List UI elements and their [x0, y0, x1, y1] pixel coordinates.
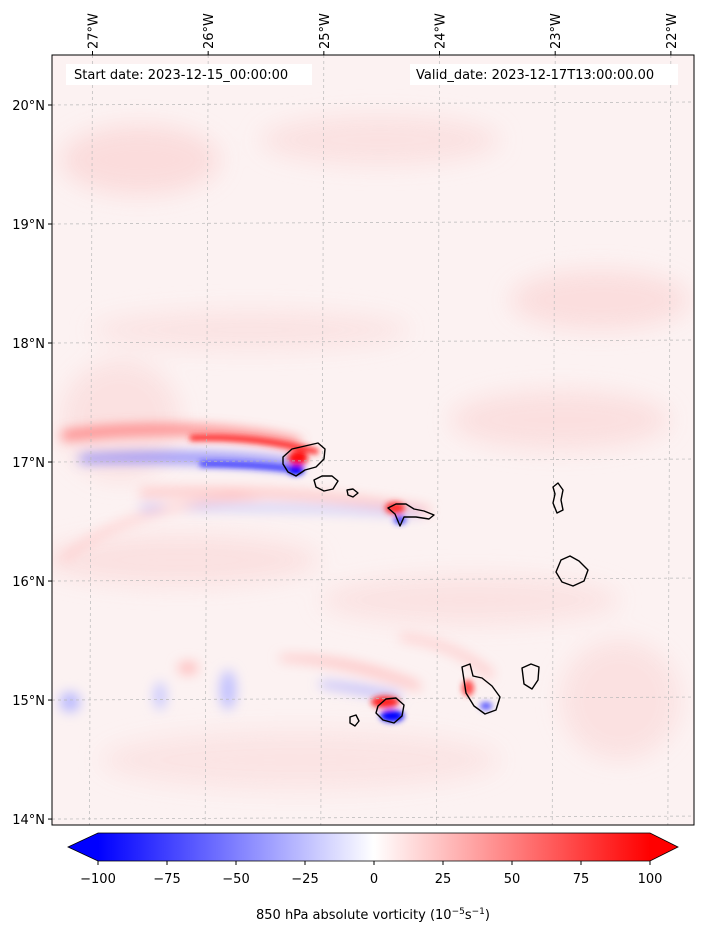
colorbar-tick-label: −75: [153, 872, 180, 887]
latitude-label: 14°N: [12, 813, 45, 828]
colorbar-tick-label: 0: [370, 872, 378, 887]
valid-date-text: Valid_date: 2023-12-17T13:00:00.00: [416, 68, 654, 83]
longitude-label: 25°W: [318, 13, 333, 49]
latitude-label: 15°N: [12, 694, 45, 709]
colorbar-tick-label: 25: [435, 872, 452, 887]
longitude-label: 26°W: [202, 13, 217, 49]
colorbar-tick-label: −50: [222, 872, 249, 887]
map-panel: Start date: 2023-12-15_00:00:00 Valid_da…: [40, 51, 694, 825]
colorbar-label: 850 hPa absolute vorticity (10−5s−1): [256, 907, 490, 923]
colorbar-extend-min: [68, 833, 98, 861]
latitude-label: 16°N: [12, 575, 45, 590]
longitude-label: 22°W: [665, 13, 680, 49]
colorbar-tick-label: −100: [80, 872, 116, 887]
longitude-label: 24°W: [434, 13, 449, 49]
latitude-label: 17°N: [12, 456, 45, 471]
latitude-label: 19°N: [12, 218, 45, 233]
start-date-text: Start date: 2023-12-15_00:00:00: [74, 68, 288, 83]
latitude-label: 18°N: [12, 337, 45, 352]
colorbar-extend-max: [650, 833, 678, 861]
colorbar: −100 −75 −50 −25 0 25 50 75 100 850 hPa absolute…: [68, 833, 678, 923]
colorbar-tick-label: 75: [573, 872, 590, 887]
colorbar-tick-label: 100: [638, 872, 663, 887]
colorbar-gradient: [98, 833, 650, 861]
latitude-labels: 20°N 19°N 18°N 17°N 16°N 15°N 14°N: [12, 99, 45, 828]
colorbar-ticks: −100 −75 −50 −25 0 25 50 75 100: [80, 861, 662, 887]
colorbar-tick-label: −25: [291, 872, 318, 887]
colorbar-tick-label: 50: [504, 872, 521, 887]
latitude-label: 20°N: [12, 99, 45, 114]
longitude-labels: 27°W 26°W 25°W 24°W 23°W 22°W: [86, 13, 679, 49]
longitude-label: 27°W: [86, 13, 101, 49]
longitude-label: 23°W: [549, 13, 564, 49]
